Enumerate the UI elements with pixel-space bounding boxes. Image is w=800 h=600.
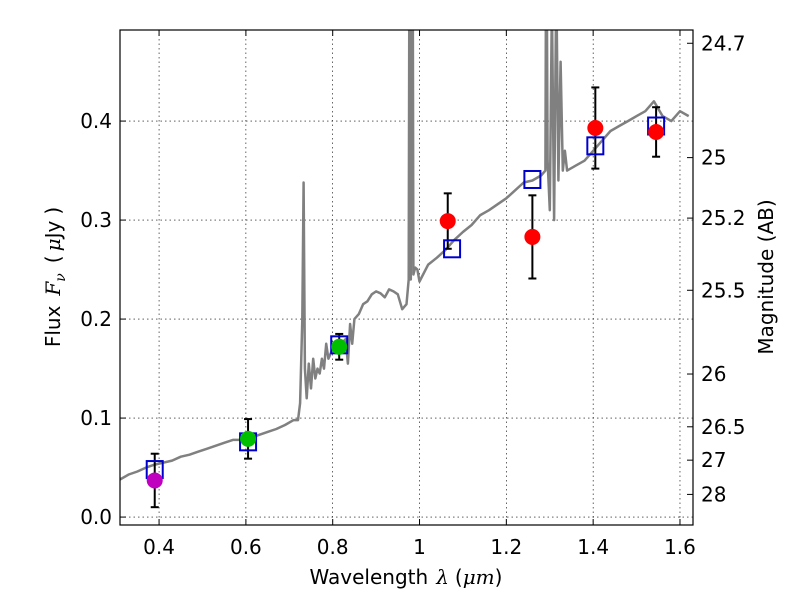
- grid-lines: [120, 30, 693, 525]
- y-tick-label: 0.2: [80, 307, 112, 331]
- observed-flux-point: [587, 120, 604, 137]
- axes: 0.4 0.6 0.8 1 1.2 1.4 1.6 0.0 0.1 0.2 0.3 0.4 24.7 25…: [80, 30, 746, 559]
- x-tick-label: 1.6: [664, 535, 696, 559]
- model-band-flux-square: [586, 136, 605, 156]
- magnitude-tick-label: 26.5: [701, 415, 746, 439]
- observed-flux-point: [439, 213, 456, 230]
- magnitude-tick-label: 25.5: [701, 278, 746, 302]
- observed-flux-point: [648, 123, 665, 140]
- x-tick-label: 1: [413, 535, 426, 559]
- magnitude-tick-label: 26: [701, 362, 726, 386]
- model-band-flux-square: [523, 169, 542, 189]
- magnitude-tick-label: 24.7: [701, 31, 746, 55]
- observed-flux-point: [146, 472, 163, 489]
- x-tick-label: 0.8: [317, 535, 349, 559]
- model-spectrum-line: [120, 30, 690, 481]
- observed-flux-point: [524, 228, 541, 245]
- plot-series: [120, 30, 690, 509]
- x-tick-label: 1.4: [577, 535, 609, 559]
- observed-flux-point: [331, 338, 348, 355]
- observed-flux-point: [240, 430, 257, 447]
- model-band-flux-square: [443, 239, 462, 259]
- y2-axis-label: Magnitude (AB): [754, 199, 778, 354]
- x-axis-label: Wavelength λ (μm): [310, 565, 503, 589]
- magnitude-tick-label: 25.2: [701, 206, 746, 230]
- x-tick-label: 0.4: [143, 535, 175, 559]
- magnitude-tick-label: 27: [701, 448, 726, 472]
- magnitude-tick-label: 25: [701, 146, 726, 170]
- y-axis-label: FluxFν(μJy): [41, 207, 69, 347]
- y-tick-label: 0.1: [80, 406, 112, 430]
- magnitude-tick-label: 28: [701, 482, 726, 506]
- x-tick-label: 0.6: [230, 535, 262, 559]
- y-tick-label: 0.3: [80, 208, 112, 232]
- plot-frame: [119, 29, 694, 526]
- y-tick-label: 0.0: [80, 505, 112, 529]
- x-tick-label: 1.2: [490, 535, 522, 559]
- clipped-series: [120, 30, 690, 509]
- y-tick-label: 0.4: [80, 109, 112, 133]
